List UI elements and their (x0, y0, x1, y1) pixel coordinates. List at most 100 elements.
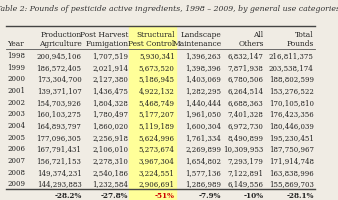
Text: -51%: -51% (155, 191, 175, 199)
Text: 1,577,136: 1,577,136 (186, 168, 221, 176)
Text: 2000: 2000 (7, 75, 25, 83)
Text: 1,232,584: 1,232,584 (92, 179, 128, 187)
Text: -7.9%: -7.9% (199, 191, 221, 199)
Text: 200,945,106: 200,945,106 (37, 52, 81, 60)
Text: 186,572,405: 186,572,405 (37, 63, 81, 71)
Text: 1999: 1999 (7, 63, 25, 71)
Text: 6,972,730: 6,972,730 (228, 121, 264, 129)
Text: 5,468,749: 5,468,749 (139, 98, 175, 106)
Text: 1,961,050: 1,961,050 (185, 110, 221, 118)
Text: 5,673,520: 5,673,520 (139, 63, 175, 71)
Text: 6,688,363: 6,688,363 (228, 98, 264, 106)
Text: 1,780,497: 1,780,497 (92, 110, 128, 118)
Text: 1,654,802: 1,654,802 (185, 156, 221, 164)
Text: 2,106,010: 2,106,010 (92, 145, 128, 153)
Text: 2,021,914: 2,021,914 (92, 63, 128, 71)
Text: 2,127,380: 2,127,380 (92, 75, 128, 83)
Text: 5,624,996: 5,624,996 (139, 133, 175, 141)
Text: 195,230,451: 195,230,451 (269, 133, 314, 141)
Text: Pounds: Pounds (286, 40, 314, 48)
Text: 203,538,174: 203,538,174 (269, 63, 314, 71)
Text: 149,374,231: 149,374,231 (37, 168, 81, 176)
Text: 216,811,375: 216,811,375 (269, 52, 314, 60)
Text: 5,177,207: 5,177,207 (139, 110, 175, 118)
Text: Table 2: Pounds of pesticide active ingredients, 1998 – 2009, by general use cat: Table 2: Pounds of pesticide active ingr… (0, 5, 338, 13)
Text: Post Harvest: Post Harvest (80, 30, 128, 38)
Text: Fumigation: Fumigation (85, 40, 128, 48)
Text: 188,802,599: 188,802,599 (269, 75, 314, 83)
Text: 1998: 1998 (7, 52, 25, 60)
Text: 163,838,996: 163,838,996 (269, 168, 314, 176)
Text: 6,780,506: 6,780,506 (227, 75, 264, 83)
Text: 171,914,748: 171,914,748 (269, 156, 314, 164)
Text: 2,540,186: 2,540,186 (92, 168, 128, 176)
Text: 3,224,551: 3,224,551 (139, 168, 175, 176)
Text: 139,371,107: 139,371,107 (37, 87, 81, 95)
Text: 7,293,179: 7,293,179 (228, 156, 264, 164)
Text: -28.2%: -28.2% (54, 191, 81, 199)
Text: 6,149,556: 6,149,556 (227, 179, 264, 187)
Text: 1,761,334: 1,761,334 (186, 133, 221, 141)
Text: 153,276,522: 153,276,522 (269, 87, 314, 95)
Text: 2,269,899: 2,269,899 (185, 145, 221, 153)
Text: 7,122,891: 7,122,891 (227, 168, 264, 176)
Text: All: All (254, 30, 264, 38)
Text: 177,096,305: 177,096,305 (37, 133, 81, 141)
Text: Production: Production (40, 30, 81, 38)
Text: 155,869,703: 155,869,703 (269, 179, 314, 187)
Text: 2,278,310: 2,278,310 (92, 156, 128, 164)
Text: Others: Others (238, 40, 264, 48)
Text: 2,906,691: 2,906,691 (139, 179, 175, 187)
Text: 7,871,938: 7,871,938 (228, 63, 264, 71)
Text: 8,490,899: 8,490,899 (227, 133, 264, 141)
Text: Maintenance: Maintenance (172, 40, 221, 48)
Text: Structural: Structural (136, 30, 175, 38)
Text: 164,893,797: 164,893,797 (37, 121, 81, 129)
Text: 180,446,039: 180,446,039 (269, 121, 314, 129)
Text: 1,282,295: 1,282,295 (185, 87, 221, 95)
Text: 6,832,147: 6,832,147 (228, 52, 264, 60)
Text: Pest Control: Pest Control (128, 40, 175, 48)
Text: 2005: 2005 (7, 133, 25, 141)
Text: 3,967,304: 3,967,304 (139, 156, 175, 164)
Text: Agriculture: Agriculture (39, 40, 81, 48)
Text: -28.1%: -28.1% (286, 191, 314, 199)
Text: -10%: -10% (244, 191, 264, 199)
Text: 1,440,444: 1,440,444 (185, 98, 221, 106)
Text: Year: Year (7, 40, 24, 48)
Text: 2006: 2006 (7, 145, 25, 153)
Text: 5,273,674: 5,273,674 (139, 145, 175, 153)
Text: 173,304,700: 173,304,700 (37, 75, 81, 83)
Text: 2003: 2003 (7, 110, 25, 118)
Text: 2,256,918: 2,256,918 (92, 133, 128, 141)
Text: 167,791,431: 167,791,431 (37, 145, 81, 153)
Text: 2007: 2007 (7, 156, 25, 164)
Text: 2001: 2001 (7, 87, 25, 95)
Text: 5,119,189: 5,119,189 (139, 121, 175, 129)
Text: -27.8%: -27.8% (101, 191, 128, 199)
Text: 10,309,953: 10,309,953 (223, 145, 264, 153)
Text: 1,396,263: 1,396,263 (186, 52, 221, 60)
Text: 1,804,328: 1,804,328 (92, 98, 128, 106)
Text: 1,707,519: 1,707,519 (92, 52, 128, 60)
Text: 2002: 2002 (7, 98, 25, 106)
Text: Landscape: Landscape (180, 30, 221, 38)
Text: 1,436,475: 1,436,475 (92, 87, 128, 95)
Text: 156,721,153: 156,721,153 (37, 156, 81, 164)
Text: 187,750,967: 187,750,967 (269, 145, 314, 153)
Text: Total: Total (295, 30, 314, 38)
Text: 1,600,304: 1,600,304 (186, 121, 221, 129)
Text: 160,103,275: 160,103,275 (37, 110, 81, 118)
Text: 2004: 2004 (7, 121, 25, 129)
Text: 6,264,514: 6,264,514 (227, 87, 264, 95)
Text: 5,930,341: 5,930,341 (139, 52, 175, 60)
Text: 4,922,132: 4,922,132 (139, 87, 175, 95)
Text: 176,423,356: 176,423,356 (269, 110, 314, 118)
Text: 1,860,020: 1,860,020 (92, 121, 128, 129)
Text: 1,403,069: 1,403,069 (186, 75, 221, 83)
Text: 2009: 2009 (7, 179, 25, 187)
Text: 1,398,396: 1,398,396 (186, 63, 221, 71)
Text: 7,401,328: 7,401,328 (228, 110, 264, 118)
Text: 5,186,945: 5,186,945 (139, 75, 175, 83)
Text: 154,703,926: 154,703,926 (37, 98, 81, 106)
